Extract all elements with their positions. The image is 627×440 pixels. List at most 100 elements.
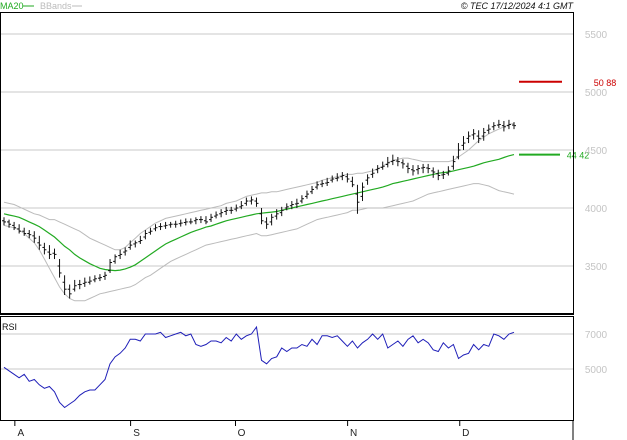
ohlc-bar xyxy=(345,173,350,183)
price-tick-label: 5000 xyxy=(585,88,608,99)
ohlc-bar xyxy=(193,217,198,225)
rsi-panel-title: RSI xyxy=(2,322,17,332)
ohlc-bar xyxy=(2,217,6,226)
ohlc-bar xyxy=(67,284,72,299)
ohlc-bar xyxy=(133,240,138,248)
ohlc-bar xyxy=(441,170,446,179)
ohlc-bar xyxy=(506,119,511,130)
ohlc-bar xyxy=(52,248,57,260)
ohlc-bar xyxy=(330,175,335,183)
ohlc-bar xyxy=(92,275,97,283)
ohlc-bar xyxy=(234,204,239,212)
ohlc-bar xyxy=(244,197,249,206)
ohlc-bar xyxy=(496,119,501,128)
price-tick-label: 5500 xyxy=(585,30,608,41)
ohlc-bar xyxy=(22,227,27,236)
ohlc-bar xyxy=(471,129,476,140)
x-tick-label: S xyxy=(133,428,140,439)
ohlc-bar xyxy=(113,254,118,264)
ohlc-bar xyxy=(259,208,264,225)
ohlc-bar xyxy=(12,221,17,231)
ohlc-bar xyxy=(385,156,390,168)
ohlc-bar xyxy=(320,180,325,188)
ohlc-bar xyxy=(501,121,506,132)
x-tick-label: A xyxy=(18,428,25,439)
ohlc-bar xyxy=(229,206,234,214)
ohlc-bar xyxy=(17,224,22,234)
ohlc-bar xyxy=(97,274,102,282)
ma20-series xyxy=(3,154,515,272)
price-bars xyxy=(2,119,516,299)
ohlc-bar xyxy=(380,161,385,170)
ohlc-bar xyxy=(355,184,360,214)
ohlc-bar xyxy=(461,136,466,150)
ohlc-bar xyxy=(446,166,451,176)
ohlc-bar xyxy=(269,213,274,226)
ohlc-bar xyxy=(118,249,123,260)
ohlc-bar xyxy=(138,235,143,244)
ohlc-bar xyxy=(178,219,183,227)
ohlc-bar xyxy=(27,230,32,239)
ohlc-bar xyxy=(491,122,496,131)
ohlc-bar xyxy=(451,155,456,170)
ohlc-bar xyxy=(395,156,400,167)
ohlc-bar xyxy=(365,174,370,185)
ohlc-bar xyxy=(350,176,355,188)
bollinger-upper-line xyxy=(3,122,515,251)
ohlc-bar xyxy=(198,216,203,224)
copyright-timestamp: © TEC 17/12/2024 4:1 GMT xyxy=(461,1,575,11)
ohlc-bar xyxy=(335,173,340,182)
ohlc-bar xyxy=(153,224,158,232)
ohlc-bar xyxy=(390,154,395,166)
x-tick-label: N xyxy=(350,428,357,439)
price-tick-label: 3500 xyxy=(585,262,608,273)
ohlc-bar xyxy=(214,211,219,219)
ohlc-bar xyxy=(163,221,168,229)
price-tick-label: 4500 xyxy=(585,146,608,157)
rsi-tick-label: 5000 xyxy=(585,365,608,376)
ohlc-bar xyxy=(87,276,92,285)
ohlc-bar xyxy=(315,181,320,190)
ohlc-bar xyxy=(426,163,431,174)
ohlc-bar xyxy=(421,163,426,174)
ohlc-bar xyxy=(224,206,229,215)
target-label: 50 88 xyxy=(594,78,617,88)
ohlc-bar xyxy=(481,127,486,141)
ohlc-bar xyxy=(436,169,441,181)
ohlc-bar xyxy=(7,219,12,228)
rsi-tick-label: 7000 xyxy=(585,330,608,341)
ohlc-bar xyxy=(143,230,148,240)
rsi-line xyxy=(3,325,515,409)
ohlc-bar xyxy=(37,235,42,250)
ohlc-bar xyxy=(284,203,289,211)
ohlc-bar xyxy=(158,223,163,231)
ohlc-bar xyxy=(47,245,52,260)
ohlc-bar xyxy=(82,277,87,287)
ohlc-bar xyxy=(466,131,471,144)
ohlc-bar xyxy=(405,162,410,174)
ohlc-bar xyxy=(294,198,299,208)
x-tick-label: D xyxy=(462,428,469,439)
ohlc-bar xyxy=(304,190,309,199)
ohlc-bar xyxy=(264,217,269,229)
legend: MA20 BBands xyxy=(0,1,82,11)
bollinger-lower-line xyxy=(3,183,515,302)
price-markers: 50 88 44 42 xyxy=(519,78,616,161)
ohlc-bar xyxy=(102,271,107,280)
ohlc-bar xyxy=(254,197,259,207)
ohlc-bar xyxy=(72,279,77,292)
ohlc-bar xyxy=(239,201,244,210)
ohlc-bar xyxy=(57,259,62,278)
ohlc-bar xyxy=(183,218,188,226)
ohlc-bar xyxy=(173,220,178,228)
rsi-series xyxy=(3,325,515,409)
ohlc-bar xyxy=(486,124,491,134)
legend-ma20-label: MA20 xyxy=(0,1,24,11)
ohlc-bar xyxy=(203,216,208,225)
ohlc-bar xyxy=(456,143,461,160)
bollinger-bands xyxy=(3,122,515,302)
price-tick-label: 4000 xyxy=(585,204,608,215)
ohlc-bar xyxy=(32,231,37,243)
ohlc-bar xyxy=(188,218,193,225)
